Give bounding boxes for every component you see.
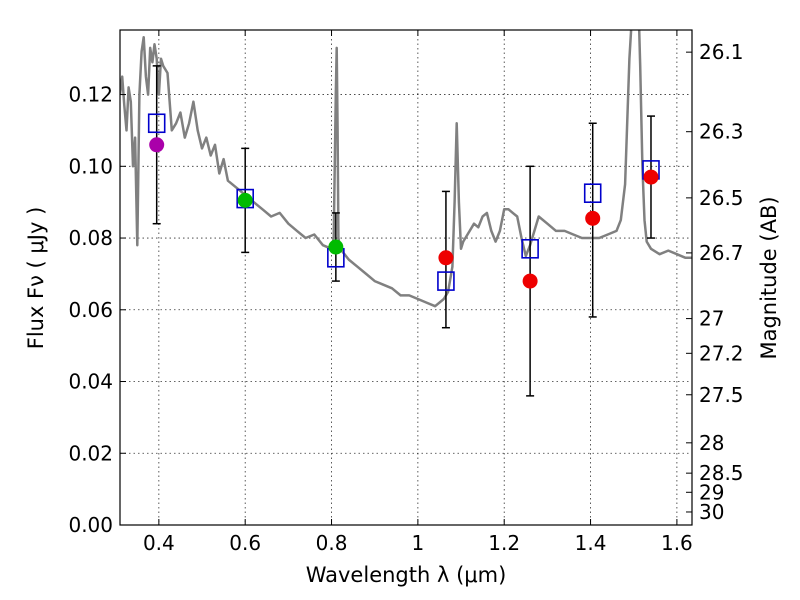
y-tick-label: 0.02	[68, 441, 113, 465]
y-axis-title: Flux Fν ( μJy )	[24, 207, 48, 350]
y-tick-label: 0.06	[68, 298, 113, 322]
x-tick-label: 0.4	[143, 531, 175, 555]
y2-tick-label: 30	[699, 500, 724, 524]
plot-area	[120, 30, 692, 397]
observed-point	[149, 137, 165, 153]
model-point	[147, 113, 166, 134]
x-tick-label: 0.6	[229, 531, 261, 555]
x-tick-label: 1	[412, 531, 425, 555]
y-tick-label: 0.00	[68, 513, 113, 537]
y2-tick-label: 26.3	[699, 120, 744, 144]
y-tick-label: 0.12	[68, 83, 113, 107]
y2-tick-label: 28.5	[699, 461, 744, 485]
x-tick-label: 1.2	[488, 531, 520, 555]
y-tick-label: 0.10	[68, 154, 113, 178]
observed-point	[643, 169, 659, 185]
grid	[120, 30, 692, 526]
y2-tick-label: 27.5	[699, 383, 744, 407]
model-point	[437, 271, 455, 291]
x-axis-title: Wavelength λ (μm)	[306, 563, 507, 587]
y2-tick-label: 28	[699, 431, 724, 455]
ticks: 0.4 0.6 0.8 1 1.2 1.4 1.6 0.00 0.02 0.04 0.06 0.08 0…	[68, 30, 744, 555]
x-tick-label: 1.6	[661, 531, 693, 555]
y2-tick-label: 26.1	[699, 40, 744, 64]
y2-tick-label: 29	[699, 480, 724, 504]
model-point	[521, 239, 539, 259]
y-tick-label: 0.08	[68, 226, 113, 250]
observed-point	[237, 192, 253, 208]
y-tick-label: 0.04	[68, 370, 113, 394]
observed-point	[585, 210, 601, 226]
sed-curve	[120, 30, 692, 308]
x-tick-label: 0.8	[316, 531, 348, 555]
observed-point	[328, 239, 344, 255]
y2-tick-label: 26.5	[699, 186, 744, 210]
observed-point	[522, 273, 538, 289]
y2-tick-label: 27.2	[699, 341, 744, 365]
y2-tick-label: 26.7	[699, 241, 744, 265]
observed-point	[438, 250, 454, 266]
x-tick-label: 1.4	[575, 531, 607, 555]
y2-axis-title: Magnitude (AB)	[757, 196, 781, 359]
y2-tick-label: 27	[699, 307, 724, 331]
model-point	[583, 183, 602, 204]
plot-frame	[119, 29, 693, 526]
